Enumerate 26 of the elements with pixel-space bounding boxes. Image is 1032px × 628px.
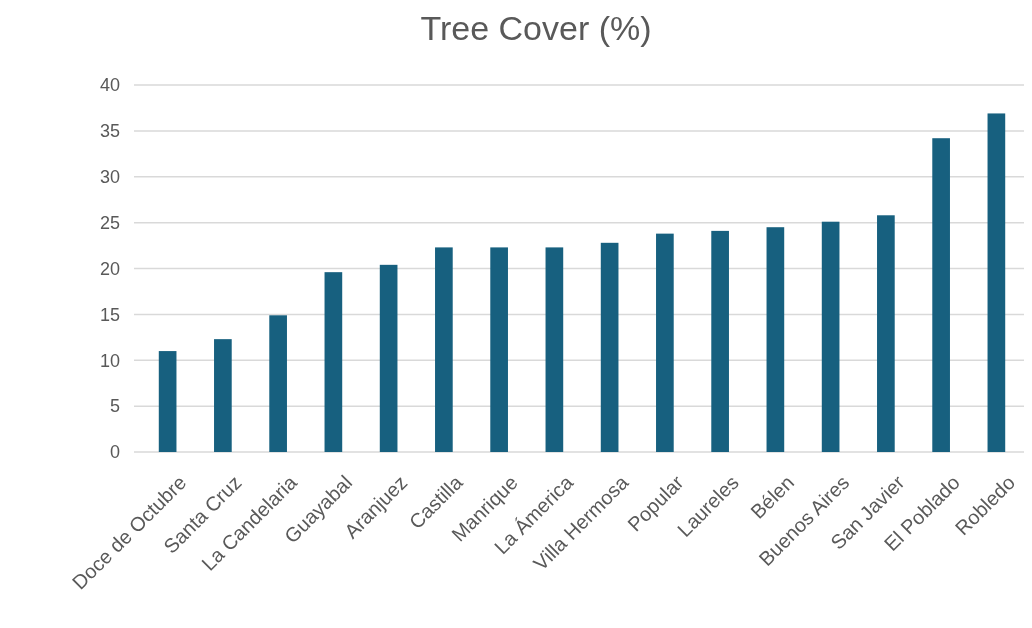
y-tick-label: 40 <box>99 75 120 96</box>
y-tick-label: 0 <box>109 442 120 463</box>
y-tick-label: 10 <box>99 350 120 371</box>
bar <box>214 339 232 452</box>
bar <box>379 264 398 452</box>
y-tick-label: 15 <box>99 304 120 325</box>
y-tick-label: 35 <box>99 121 120 142</box>
y-tick-label: 5 <box>109 396 120 417</box>
bar <box>987 113 1006 452</box>
bar <box>435 247 453 452</box>
bar <box>656 233 674 452</box>
bar <box>490 247 508 452</box>
bar <box>932 138 950 452</box>
y-tick-label: 30 <box>99 167 120 188</box>
bar <box>158 351 177 452</box>
y-tick-label: 20 <box>99 258 120 279</box>
bar <box>324 272 343 452</box>
bar <box>545 247 564 452</box>
y-tick-label: 25 <box>99 212 120 233</box>
bar <box>821 221 840 452</box>
bar <box>766 227 785 452</box>
chart-title: Tree Cover (%) <box>420 9 652 47</box>
bar <box>877 215 895 452</box>
bar <box>600 242 619 452</box>
bar <box>269 315 287 452</box>
bar <box>711 230 729 452</box>
